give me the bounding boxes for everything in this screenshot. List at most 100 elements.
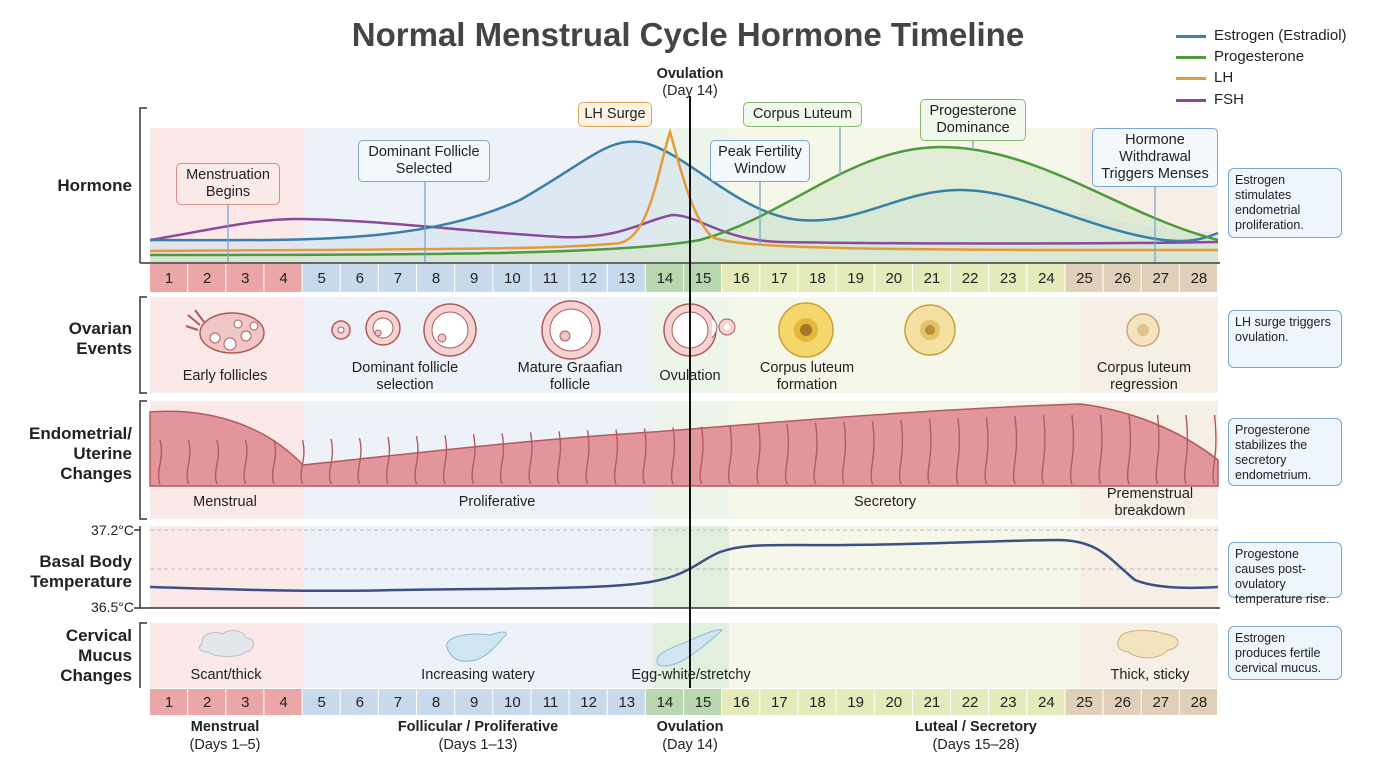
day-number: 4 (279, 694, 287, 711)
gland-mark (984, 417, 989, 485)
day-cell (417, 689, 455, 715)
caption-cl-formation: Corpus luteum formation (759, 360, 855, 393)
day-number: 26 (1114, 694, 1131, 711)
fsh-line (149, 213, 1219, 245)
bbt-low-label: 36.5°C (91, 599, 134, 615)
gland-mark (471, 434, 476, 485)
mucus-caption-scant: Scant/thick (190, 667, 262, 683)
footer-phase-follicular: Follicular / Proliferative (Days 1–13) (378, 718, 578, 754)
row-label-mucus-3: Changes (60, 666, 132, 685)
day-cell (874, 264, 912, 292)
day-number: 25 (1076, 270, 1093, 287)
endo-phase-menstrual: Menstrual (193, 494, 257, 510)
day-cell (340, 264, 378, 292)
day-number: 2 (203, 270, 211, 287)
endo-phase-proliferative: Proliferative (458, 494, 536, 510)
row-label-endo-2: Uterine (73, 444, 132, 463)
day-number: 1 (165, 694, 173, 711)
day-cell (989, 264, 1027, 292)
estrogen-line (149, 140, 1219, 243)
gland-mark (613, 429, 619, 485)
day-cell (607, 689, 645, 715)
day-cell (226, 689, 264, 715)
day-number: 6 (356, 270, 364, 287)
day-cell (1027, 264, 1065, 292)
callout-leaders (227, 126, 1156, 262)
gland-mark (1126, 414, 1132, 485)
day-cell (951, 689, 989, 715)
day-bar-top: 1 2 3 4 5 6 7 8 9 10 11 12 13 14 15 16 17 18 19 20 21 22 23 24 2… (150, 264, 1217, 292)
row-label-mucus-2: Mucus (78, 646, 132, 665)
gland-mark (1041, 415, 1046, 485)
legend-swatch-estrogen (1176, 34, 1206, 38)
gland-mark (813, 422, 818, 485)
day-number: 26 (1114, 270, 1131, 287)
legend-swatch-progesterone (1176, 55, 1206, 59)
gland-mark (186, 439, 191, 485)
side-note-hormone: Estrogen stimulates endometrial prolifer… (1228, 168, 1342, 238)
day-number: 27 (1152, 694, 1169, 711)
gland-mark (670, 427, 676, 485)
day-number: 25 (1076, 694, 1093, 711)
day-number: 2 (203, 694, 211, 711)
day-cell (188, 689, 226, 715)
day-cell (874, 689, 912, 715)
day-number: 1 (165, 270, 173, 287)
day-number: 5 (317, 694, 325, 711)
gland-mark (328, 438, 334, 485)
gland-mark (1012, 416, 1018, 485)
day-cell (1179, 264, 1217, 292)
callout-hormone-withdrawal: Hormone Withdrawal Triggers Menses (1092, 128, 1218, 187)
day-number: 17 (771, 270, 788, 287)
day-number: 27 (1152, 270, 1169, 287)
side-note-endometrial: Progesterone stabilizes the secretory en… (1228, 418, 1342, 486)
gland-mark (870, 420, 875, 485)
side-note-bbt: Progestone causes post-ovulatory tempera… (1228, 542, 1342, 606)
day-cell (302, 264, 340, 292)
day-cell (531, 689, 569, 715)
gland-mark (1098, 414, 1103, 485)
day-cell (722, 264, 760, 292)
day-number: 21 (924, 694, 941, 711)
day-cell (798, 689, 836, 715)
gland-mark (528, 432, 533, 485)
day-number: 22 (962, 694, 979, 711)
day-cell (569, 264, 607, 292)
day-number: 13 (618, 694, 635, 711)
day-cell (493, 689, 531, 715)
bbt-high-label: 37.2°C (91, 522, 134, 538)
gland-mark (642, 428, 647, 485)
day-cell (1141, 689, 1179, 715)
mucus-background (139, 622, 1218, 688)
day-number: 14 (657, 270, 674, 287)
gland-mark (357, 437, 362, 485)
gland-mark (300, 439, 305, 485)
day-cell (1065, 689, 1103, 715)
day-cell (760, 264, 798, 292)
row-label-ovarian-2: Events (76, 339, 132, 358)
footer-phase-menstrual-days: (Days 1–5) (189, 737, 261, 753)
day-cell (1103, 264, 1141, 292)
day-cell (684, 689, 722, 715)
gland-mark (841, 421, 847, 485)
gland-mark (442, 435, 448, 485)
day-cell (836, 264, 874, 292)
row-label-endometrial: Endometrial/ Uterine Changes (10, 424, 132, 484)
day-number: 19 (847, 270, 864, 287)
day-number: 15 (695, 694, 712, 711)
gland-mark (1212, 414, 1217, 485)
progesterone-area (150, 147, 1218, 262)
day-number: 3 (241, 270, 249, 287)
day-number: 18 (809, 270, 826, 287)
mucus-caption-eggwhite: Egg-white/stretchy (631, 667, 751, 683)
gland-mark (385, 436, 391, 485)
row-label-mucus-1: Cervical (65, 626, 132, 645)
day-number: 24 (1038, 694, 1055, 711)
day-cell (836, 689, 874, 715)
day-number: 21 (924, 270, 941, 287)
day-cell (417, 264, 455, 292)
caption-early-follicles: Early follicles (182, 368, 268, 384)
row-label-mucus: Cervical Mucus Changes (20, 626, 132, 686)
day-number: 22 (962, 270, 979, 287)
